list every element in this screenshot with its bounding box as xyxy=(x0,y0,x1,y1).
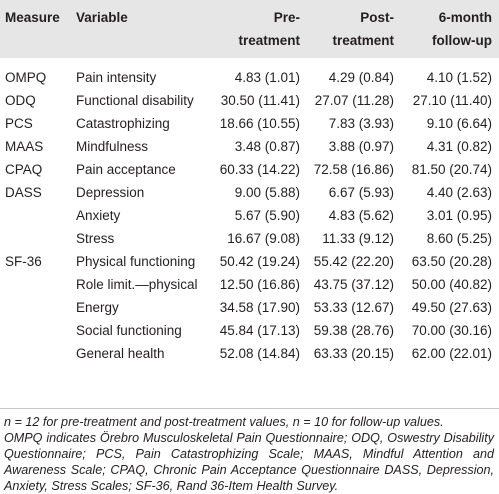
header-pre-line1: Pre- xyxy=(273,10,300,25)
cell-pre: 45.84 (17.13) xyxy=(219,323,300,338)
cell-measure: SF-36 xyxy=(5,254,42,269)
footnote-sample-size: n = 12 for pre-treatment and post-treatm… xyxy=(4,415,444,429)
cell-follow: 63.50 (20.28) xyxy=(411,254,492,269)
cell-follow: 70.00 (30.16) xyxy=(411,323,492,338)
cell-pre: 18.66 (10.55) xyxy=(219,116,300,131)
header-pre-line2: treatment xyxy=(238,33,300,48)
cell-variable: Stress xyxy=(76,231,115,246)
cell-variable: Functional disability xyxy=(76,93,194,108)
table-row: General health 52.08 (14.84) 63.33 (20.1… xyxy=(0,342,499,365)
table-body: OMPQ Pain intensity 4.83 (1.01) 4.29 (0.… xyxy=(0,66,499,365)
cell-follow: 50.00 (40.82) xyxy=(411,277,492,292)
table-row: Energy 34.58 (17.90) 53.33 (12.67) 49.50… xyxy=(0,296,499,319)
cell-follow: 8.60 (5.25) xyxy=(426,231,492,246)
cell-measure: ODQ xyxy=(5,93,36,108)
cell-post: 7.83 (3.93) xyxy=(328,116,394,131)
cell-variable: Role limit.—physical xyxy=(76,277,198,292)
cell-pre: 30.50 (11.41) xyxy=(220,93,300,108)
cell-pre: 12.50 (16.86) xyxy=(219,277,300,292)
cell-variable: General health xyxy=(76,346,165,361)
header-variable: Variable xyxy=(76,10,128,25)
table-row: MAAS Mindfulness 3.48 (0.87) 3.88 (0.97)… xyxy=(0,135,499,158)
header-post-line1: Post- xyxy=(360,10,394,25)
cell-post: 63.33 (20.15) xyxy=(313,346,394,361)
table-row: SF-36 Physical functioning 50.42 (19.24)… xyxy=(0,250,499,273)
cell-post: 4.83 (5.62) xyxy=(328,208,394,223)
cell-post: 59.38 (28.76) xyxy=(313,323,394,338)
cell-pre: 4.83 (1.01) xyxy=(234,70,300,85)
cell-post: 27.07 (11.28) xyxy=(314,93,394,108)
cell-measure: CPAQ xyxy=(5,162,43,177)
table-row: DASS Depression 9.00 (5.88) 6.67 (5.93) … xyxy=(0,181,499,204)
footnote-abbreviations: OMPQ indicates Örebro Musculoskeletal Pa… xyxy=(4,431,494,493)
cell-post: 4.29 (0.84) xyxy=(328,70,394,85)
cell-pre: 3.48 (0.87) xyxy=(234,139,300,154)
cell-post: 3.88 (0.97) xyxy=(328,139,394,154)
cell-post: 6.67 (5.93) xyxy=(328,185,394,200)
table-row: Social functioning 45.84 (17.13) 59.38 (… xyxy=(0,319,499,342)
table-row: Role limit.—physical 12.50 (16.86) 43.75… xyxy=(0,273,499,296)
table-row: PCS Catastrophizing 18.66 (10.55) 7.83 (… xyxy=(0,112,499,135)
cell-follow: 4.40 (2.63) xyxy=(426,185,492,200)
cell-variable: Physical functioning xyxy=(76,254,196,269)
cell-follow: 81.50 (20.74) xyxy=(411,162,492,177)
cell-measure: PCS xyxy=(5,116,33,131)
cell-follow: 62.00 (22.01) xyxy=(411,346,492,361)
table-row: CPAQ Pain acceptance 60.33 (14.22) 72.58… xyxy=(0,158,499,181)
cell-measure: MAAS xyxy=(5,139,44,154)
cell-pre: 16.67 (9.08) xyxy=(227,231,300,246)
cell-variable: Catastrophizing xyxy=(76,116,170,131)
cell-follow: 4.31 (0.82) xyxy=(426,139,492,154)
cell-variable: Energy xyxy=(76,300,119,315)
cell-variable: Social functioning xyxy=(76,323,182,338)
table-header: Measure Variable Pre- treatment Post- tr… xyxy=(0,0,499,58)
cell-post: 53.33 (12.67) xyxy=(313,300,394,315)
cell-pre: 60.33 (14.22) xyxy=(219,162,300,177)
header-follow-line1: 6-month xyxy=(438,10,492,25)
cell-measure: OMPQ xyxy=(5,70,47,85)
table-row: OMPQ Pain intensity 4.83 (1.01) 4.29 (0.… xyxy=(0,66,499,89)
cell-follow: 4.10 (1.52) xyxy=(426,70,492,85)
cell-post: 43.75 (37.12) xyxy=(313,277,394,292)
cell-pre: 50.42 (19.24) xyxy=(219,254,300,269)
cell-measure: DASS xyxy=(5,185,42,200)
table-bottom-rule xyxy=(0,408,499,409)
cell-pre: 34.58 (17.90) xyxy=(219,300,300,315)
cell-post: 72.58 (16.86) xyxy=(313,162,394,177)
cell-post: 55.42 (22.20) xyxy=(313,254,394,269)
cell-follow: 27.10 (11.40) xyxy=(412,93,492,108)
cell-variable: Pain acceptance xyxy=(76,162,176,177)
header-post-line2: treatment xyxy=(332,33,394,48)
cell-follow: 3.01 (0.95) xyxy=(426,208,492,223)
cell-post: 11.33 (9.12) xyxy=(322,231,394,246)
cell-pre: 52.08 (14.84) xyxy=(219,346,300,361)
cell-variable: Depression xyxy=(76,185,145,200)
cell-pre: 5.67 (5.90) xyxy=(234,208,300,223)
table-row: ODQ Functional disability 30.50 (11.41) … xyxy=(0,89,499,112)
cell-variable: Mindfulness xyxy=(76,139,149,154)
header-measure: Measure xyxy=(5,10,60,25)
cell-variable: Pain intensity xyxy=(76,70,157,85)
cell-pre: 9.00 (5.88) xyxy=(234,185,300,200)
table-row: Stress 16.67 (9.08) 11.33 (9.12) 8.60 (5… xyxy=(0,227,499,250)
cell-variable: Anxiety xyxy=(76,208,121,223)
table-footnote: n = 12 for pre-treatment and post-treatm… xyxy=(4,414,494,494)
cell-follow: 49.50 (27.63) xyxy=(411,300,492,315)
table-row: Anxiety 5.67 (5.90) 4.83 (5.62) 3.01 (0.… xyxy=(0,204,499,227)
header-follow-line2: follow-up xyxy=(432,33,492,48)
cell-follow: 9.10 (6.64) xyxy=(426,116,492,131)
